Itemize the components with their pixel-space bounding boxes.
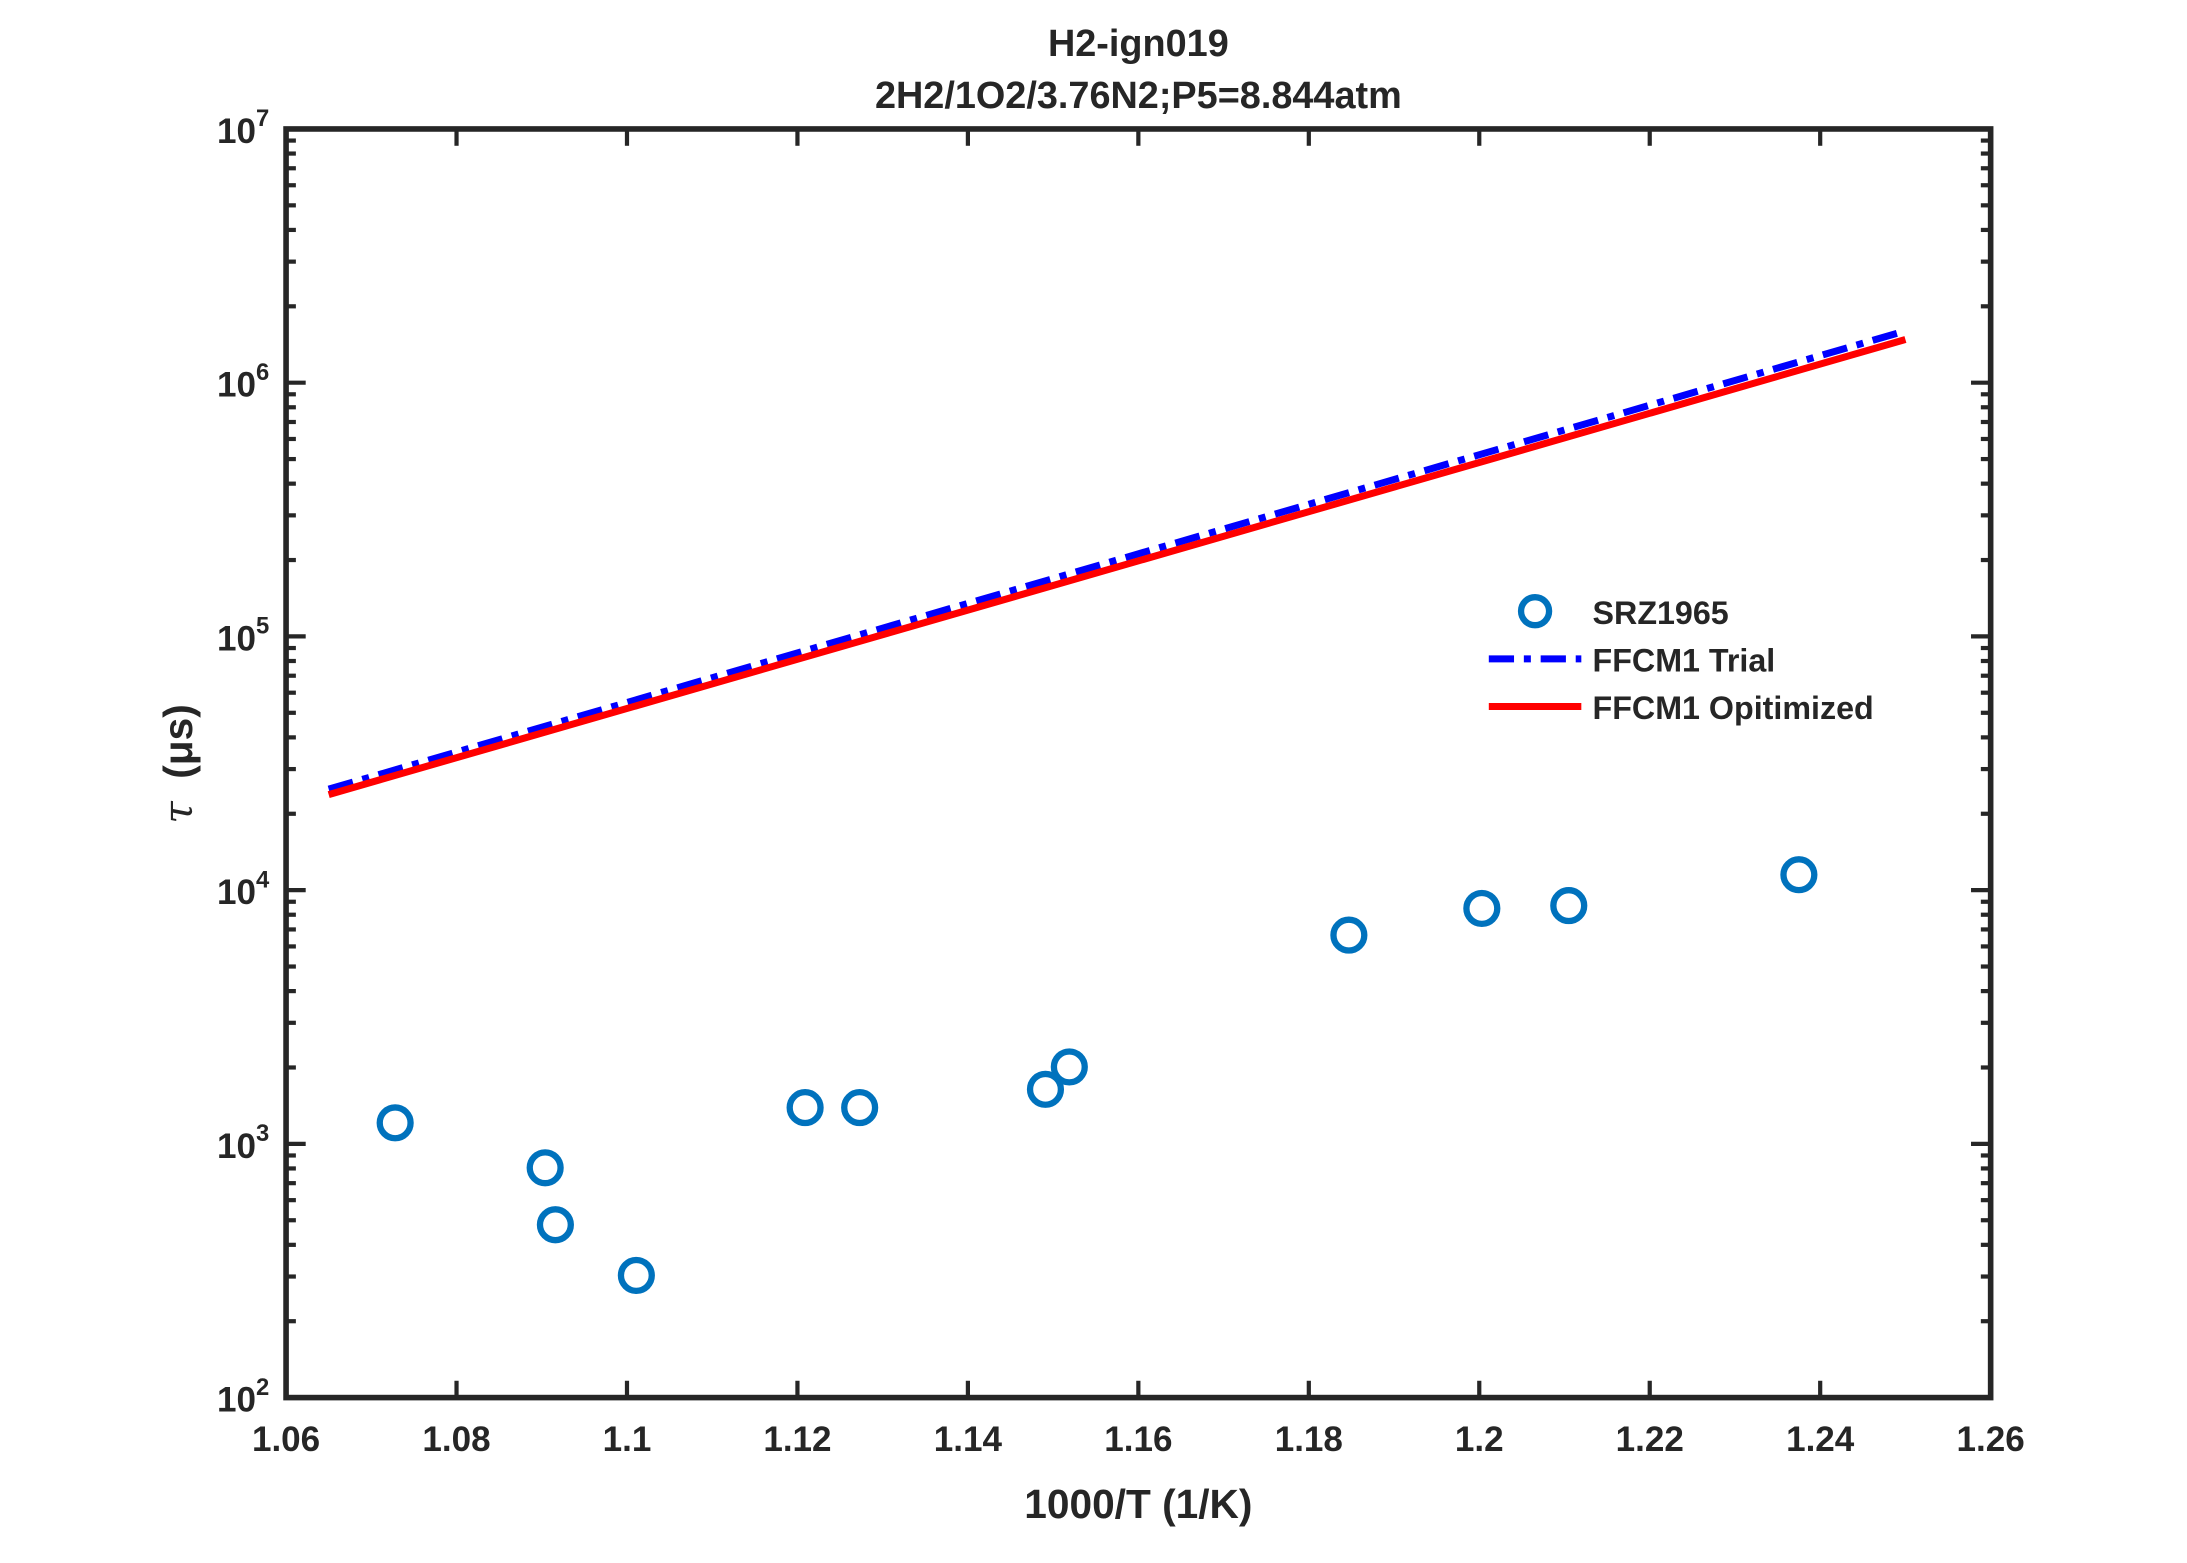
x-axis-label: 1000/T (1/K): [1024, 1481, 1252, 1527]
y-axis-label: τ (μs): [154, 704, 202, 824]
data-marks: [327, 327, 1907, 1295]
y-tick-base: 10: [217, 873, 256, 912]
y-tick-label: 105: [217, 613, 269, 659]
y-tick-base: 10: [217, 366, 256, 405]
y-axis-label-symbol: τ: [154, 800, 202, 824]
y-tick-exponent: 2: [256, 1374, 269, 1401]
data-point-srz1965: [786, 1089, 824, 1127]
y-tick-base: 10: [217, 1127, 256, 1166]
data-point-srz1965: [1550, 887, 1588, 925]
y-tick-base: 10: [217, 1381, 256, 1420]
y-tick-label: 107: [217, 105, 269, 151]
data-point-srz1965: [526, 1149, 564, 1187]
x-tick-label: 1.2: [1455, 1420, 1504, 1459]
data-point-srz1965: [841, 1089, 879, 1127]
y-tick-label: 103: [217, 1120, 269, 1166]
x-tick-label: 1.18: [1275, 1420, 1343, 1459]
x-tick-label: 1.08: [422, 1420, 490, 1459]
y-tick-exponent: 4: [256, 866, 270, 893]
data-point-srz1965: [376, 1104, 414, 1142]
chart-subtitle: 2H2/1O2/3.76N2;P5=8.844atm: [875, 75, 1402, 117]
legend-label: SRZ1965: [1593, 595, 1729, 631]
y-tick-label: 102: [217, 1374, 269, 1420]
x-tick-label: 1.26: [1957, 1420, 2025, 1459]
legend-label: FFCM1 Trial: [1593, 642, 1776, 678]
legend-marker-circle: [1517, 594, 1553, 629]
y-tick-label: 104: [217, 866, 270, 912]
y-tick-exponent: 7: [256, 105, 269, 132]
svg-text:τ (μs): τ (μs): [154, 704, 202, 824]
chart-title: H2-ign019: [1048, 23, 1229, 65]
data-point-srz1965: [1463, 889, 1501, 928]
y-axis-label-unit: (μs): [155, 704, 201, 779]
data-point-srz1965: [1050, 1048, 1088, 1086]
x-tick-label: 1.22: [1616, 1420, 1684, 1459]
axes-box: [283, 126, 1994, 1401]
x-tick-label: 1.24: [1786, 1420, 1855, 1459]
x-tick-label: 1.12: [763, 1420, 831, 1459]
y-tick-base: 10: [217, 619, 256, 658]
legend-label: FFCM1 Opitimized: [1593, 690, 1874, 726]
y-tick-label: 106: [217, 359, 269, 405]
y-tick-exponent: 3: [256, 1120, 269, 1147]
series-line-ffcm1-optimized: [327, 336, 1907, 798]
y-tick-exponent: 5: [256, 613, 269, 640]
x-tick-label: 1.14: [934, 1420, 1003, 1459]
x-tick-label: 1.06: [252, 1420, 320, 1459]
x-tick-label: 1.1: [603, 1420, 652, 1459]
x-tick-label: 1.16: [1104, 1420, 1172, 1459]
y-tick-base: 10: [217, 112, 256, 151]
data-point-srz1965: [617, 1256, 655, 1295]
data-point-srz1965: [1780, 856, 1818, 894]
data-point-srz1965: [536, 1206, 574, 1244]
data-point-srz1965: [1330, 916, 1368, 954]
data-point-srz1965: [1026, 1070, 1065, 1108]
series-line-ffcm1-trial: [327, 327, 1907, 793]
legend: SRZ1965 FFCM1 Trial FFCM1 Opitimized: [1488, 594, 1874, 726]
y-tick-exponent: 6: [256, 359, 269, 386]
axis-ticks: 1.06 1.08 1.1 1.12 1.14 1.16 1.18 1.2 1.22 1.24 1.…: [217, 105, 2025, 1459]
